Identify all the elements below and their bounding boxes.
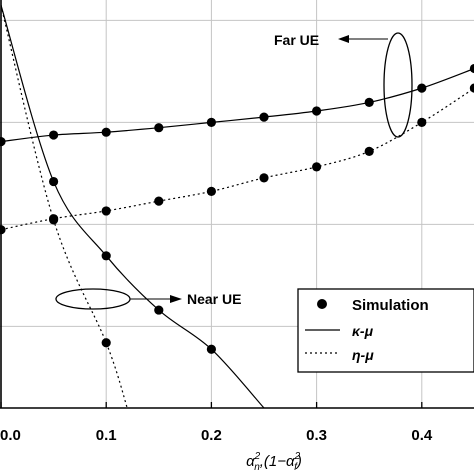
near-ue-annotation: Near UE (55, 288, 241, 310)
simulation-point (364, 97, 374, 108)
simulation-point (417, 117, 427, 127)
simulation-point (312, 162, 322, 172)
simulation-point (469, 83, 474, 93)
simulation-point (364, 146, 374, 156)
simulation-point (154, 305, 164, 315)
simulation-point (259, 112, 269, 122)
legend-kappa-mu-label: κ-μ (352, 323, 374, 339)
legend-simulation-marker (317, 299, 327, 309)
simulation-point (101, 206, 111, 216)
legend-eta-mu-label: η-μ (352, 347, 374, 363)
x-tick-label: 0.1 (96, 427, 117, 444)
simulation-point (206, 344, 216, 354)
x-tick-label: 0.4 (411, 427, 433, 444)
simulation-point (417, 83, 427, 93)
far-ue-label: Far UE (274, 32, 319, 48)
legend: Simulation κ-μ η-μ (297, 288, 474, 373)
x-axis-label: α2 n,(1−α2 f) (246, 451, 302, 473)
simulation-point (206, 186, 216, 196)
simulation-point (469, 63, 474, 74)
simulation-point (312, 106, 322, 116)
simulation-point (154, 123, 164, 133)
near-ue-label: Near UE (187, 291, 241, 307)
near-ue-arrowhead (170, 295, 182, 303)
simulation-point (49, 130, 59, 140)
simulation-point (259, 173, 269, 183)
simulation-point (101, 251, 111, 261)
far-ue-annotation: Far UE (274, 32, 413, 138)
x-ticks: 0.0 0.1 0.2 0.3 0.4 (0, 402, 433, 444)
x-tick-label: 0.2 (201, 427, 222, 444)
legend-simulation-label: Simulation (352, 297, 429, 314)
x-tick-label: 0.0 (0, 427, 21, 444)
simulation-point (101, 338, 111, 348)
simulation-point (49, 215, 59, 225)
far-ue-kappa-mu-curve (0, 68, 474, 143)
simulation-point (101, 127, 111, 137)
simulation-point (206, 117, 216, 127)
simulation-point (154, 196, 164, 206)
far-ue-eta-mu-curve (0, 87, 474, 231)
far-ue-arrowhead (338, 35, 349, 43)
x-tick-label: 0.3 (306, 427, 327, 444)
near-ue-eta-mu-curve (0, 5, 128, 409)
simulation-points (0, 63, 474, 354)
simulation-point (49, 176, 59, 187)
far-ue-ellipse (383, 32, 413, 138)
